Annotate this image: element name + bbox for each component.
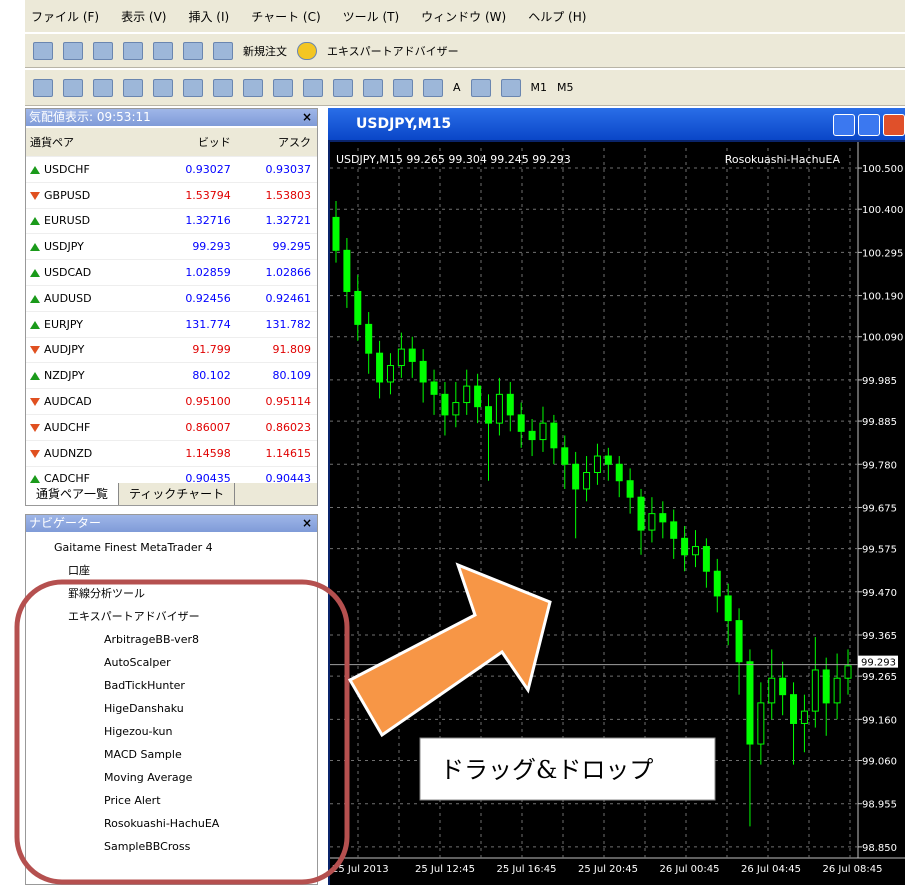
- candle-body: [420, 361, 426, 382]
- candle-body: [823, 670, 829, 703]
- candle-body: [344, 250, 350, 291]
- candle-body: [682, 538, 688, 554]
- y-tick-label: 99.885: [862, 417, 897, 428]
- candle-body: [453, 403, 459, 415]
- chart-header: USDJPY,M15 99.265 99.304 99.245 99.293: [336, 153, 571, 166]
- page: ファイル (F)表示 (V)挿入 (I)チャート (C)ツール (T)ウィンドウ…: [0, 0, 905, 885]
- candle-body: [834, 678, 840, 703]
- candle-body: [355, 291, 361, 324]
- current-price-label: 99.293: [861, 658, 896, 669]
- candle-body: [638, 497, 644, 530]
- candle-body: [649, 514, 655, 530]
- highlight-frame: [17, 582, 347, 882]
- x-tick-label: 26 Jul 08:45: [823, 864, 883, 875]
- expert-label: Rosokuashi-HachuEA: [725, 153, 841, 166]
- candle-body: [671, 522, 677, 538]
- y-tick-label: 100.295: [862, 248, 903, 259]
- y-tick-label: 100.190: [862, 292, 903, 303]
- candle-body: [845, 666, 851, 678]
- candle-body: [507, 394, 513, 415]
- y-tick-label: 100.500: [862, 164, 903, 175]
- candle-body: [801, 711, 807, 723]
- candle-body: [409, 349, 415, 361]
- candle-body: [387, 366, 393, 382]
- y-tick-label: 98.850: [862, 843, 897, 854]
- x-tick-label: 25 Jul 12:45: [415, 864, 475, 875]
- x-tick-label: 25 Jul 16:45: [497, 864, 557, 875]
- y-tick-label: 100.090: [862, 333, 903, 344]
- candle-body: [584, 472, 590, 488]
- y-tick-label: 99.265: [862, 672, 897, 683]
- candle-body: [692, 547, 698, 555]
- candle-body: [377, 353, 383, 382]
- x-tick-label: 26 Jul 00:45: [660, 864, 720, 875]
- candle-body: [475, 386, 481, 407]
- candle-body: [573, 464, 579, 489]
- candle-body: [703, 547, 709, 572]
- candle-body: [442, 394, 448, 415]
- candle-body: [605, 456, 611, 464]
- candle-body: [464, 386, 470, 402]
- y-tick-label: 98.955: [862, 800, 897, 811]
- y-tick-label: 99.985: [862, 376, 897, 387]
- chart-overlay: 100.500 100.400 100.295 100.190 100.090 99.98…: [0, 0, 905, 885]
- candle-body: [747, 662, 753, 744]
- y-tick-label: 99.470: [862, 588, 897, 599]
- candle-body: [540, 423, 546, 439]
- candle-body: [660, 514, 666, 522]
- y-tick-label: 99.675: [862, 503, 897, 514]
- candle-body: [562, 448, 568, 464]
- x-tick-label: 25 Jul 20:45: [578, 864, 638, 875]
- candle-body: [736, 621, 742, 662]
- candle-body: [616, 464, 622, 480]
- y-tick-label: 99.780: [862, 460, 897, 471]
- candle-body: [769, 678, 775, 703]
- candle-body: [529, 431, 535, 439]
- x-tick-label: 25 Jul 2013: [332, 864, 389, 875]
- candle-body: [791, 695, 797, 724]
- candle-body: [333, 217, 339, 250]
- y-tick-label: 100.400: [862, 205, 903, 216]
- candle-body: [398, 349, 404, 365]
- candle-body: [551, 423, 557, 448]
- candle-body: [594, 456, 600, 472]
- candle-body: [714, 571, 720, 596]
- candle-body: [780, 678, 786, 694]
- candle-body: [725, 596, 731, 621]
- x-tick-label: 26 Jul 04:45: [741, 864, 801, 875]
- candle-body: [627, 481, 633, 497]
- candle-body: [758, 703, 764, 744]
- y-tick-label: 99.060: [862, 756, 897, 767]
- candle-body: [496, 394, 502, 423]
- candle-body: [366, 324, 372, 353]
- y-tick-label: 99.365: [862, 631, 897, 642]
- annotation: ドラッグ&ドロップ: [440, 756, 653, 784]
- candle-body: [486, 407, 492, 423]
- candle-body: [431, 382, 437, 394]
- y-tick-label: 99.160: [862, 715, 897, 726]
- y-tick-label: 99.575: [862, 545, 897, 556]
- candle-body: [812, 670, 818, 711]
- candle-body: [518, 415, 524, 431]
